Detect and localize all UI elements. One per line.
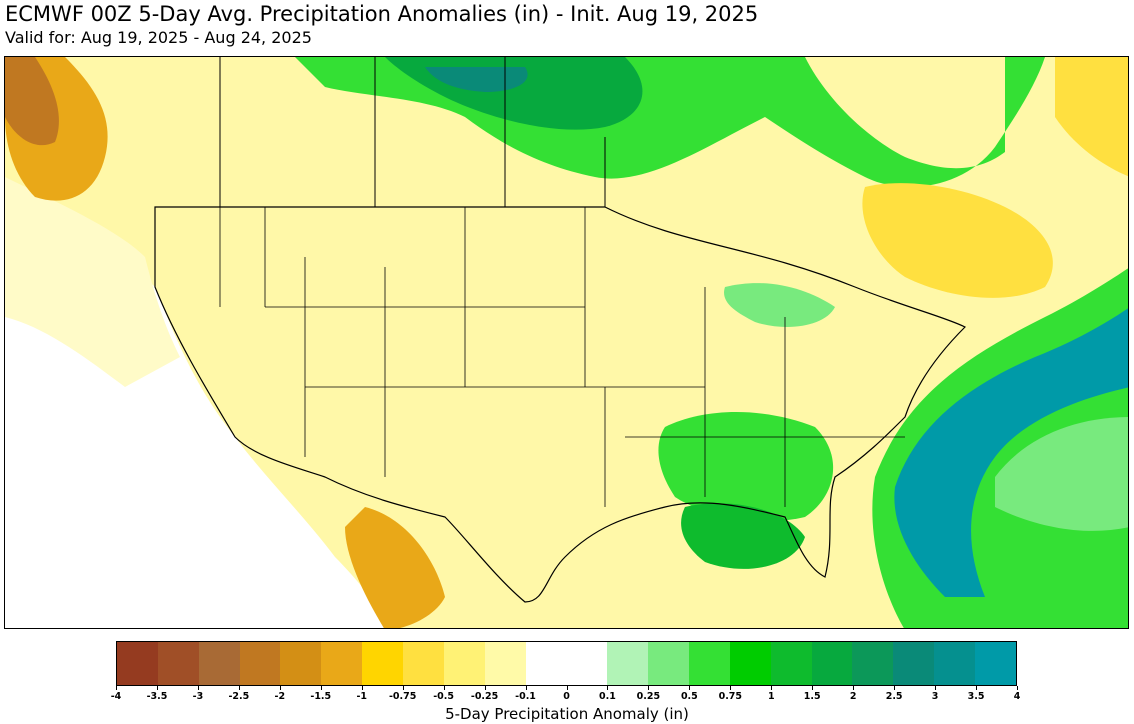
colorbar-cell [117,642,158,685]
colorbar-cell [239,642,281,685]
colorbar-tick-label: 3 [931,691,939,702]
colorbar-cell [852,642,894,685]
colorbar-tick-label: -0.25 [470,691,499,702]
state-borders [219,207,905,507]
colorbar-tick-mark [771,686,773,690]
colorbar-cell [403,642,444,685]
colorbar-tick-mark [525,686,527,690]
colorbar-ticks: -4 -3.5 -3 -2.5 -2 -1.5 -1 -0.75 -0.5 -0.25 -0.1 0 0… [111,686,1020,706]
colorbar-cell [729,642,771,685]
colorbar-tick-label: 3.5 [967,691,985,702]
colorbar-tick-label: -3 [192,691,204,702]
colorbar-cell [157,642,199,685]
colorbar-tick-label: 0.75 [718,691,743,702]
colorbar-tick-label: 0 [563,691,570,702]
colorbar-tick-mark [894,686,896,690]
colorbar-tick-label: 2 [849,691,857,702]
conus-outline [154,206,967,603]
colorbar-tick-mark [116,686,117,690]
colorbar-cell [648,642,690,685]
colorbar-cell [770,642,812,685]
colorbar-tick-mark [689,686,691,690]
province-border [219,57,606,207]
colorbar-tick-mark [197,686,199,690]
colorbar-tick-mark [1017,686,1018,690]
canada-core-wet [425,67,528,92]
gulf-wet-anomaly [681,503,805,569]
mexico-dry-anomaly [345,507,445,628]
colorbar-cell [975,642,1016,685]
colorbar-tick-mark [320,686,322,690]
colorbar-tick-mark [361,686,363,690]
colorbar-tick-label: -1 [356,691,367,702]
colorbar-cell [525,642,567,685]
colorbar-cell [934,642,976,685]
colorbar-tick-mark [853,686,855,690]
colorbar-cell [484,642,526,685]
colorbar-cell [607,642,649,685]
colorbar-cell [321,642,363,685]
eastern-canada-dry [862,183,1053,298]
colorbar-tick-label: 0.1 [599,691,616,702]
colorbar-tick-label: -0.75 [388,691,417,702]
colorbar-tick-mark [484,686,486,690]
colorbar-tick-label: -0.1 [515,691,536,702]
colorbar-tick-mark [976,686,978,690]
northeast-canada-dry [1055,57,1128,177]
colorbar-cell [811,642,853,685]
map-subtitle: Valid for: Aug 19, 2025 - Aug 24, 2025 [5,28,312,47]
colorbar-tick-mark [730,686,732,690]
colorbar-tick-mark [935,686,937,690]
great-lakes-wet [724,283,835,327]
colorbar-tick-mark [648,686,650,690]
colorbar-cell [362,642,404,685]
map-title: ECMWF 00Z 5-Day Avg. Precipitation Anoma… [5,2,759,26]
colorbar-cell [893,642,935,685]
colorbar-tick-mark [607,686,609,690]
colorbar-tick-label: -3.5 [146,691,168,702]
atlantic-ocean-anomaly [894,308,1128,597]
colorbar-tick-mark [443,686,445,690]
colorbar-tick-label: 4 [1013,691,1021,702]
colorbar-tick-label: 0.5 [680,691,698,702]
colorbar-tick-label: 2.5 [885,691,903,702]
colorbar-tick-mark [156,686,158,690]
colorbar-cell [280,642,322,685]
atlantic-secondary-wet [995,417,1128,531]
northwest-strong-dry [5,57,59,146]
colorbar-tick-label: 1.5 [803,691,821,702]
colorbar-tick-label: -2 [274,691,286,702]
colorbar-cell [689,642,730,685]
colorbar-label: 5-Day Precipitation Anomaly (in) [445,705,689,723]
colorbar-cell [566,642,608,685]
colorbar-tick-label: -0.5 [433,691,455,702]
pacific-light-band [5,177,180,387]
colorbar-tick-mark [566,686,568,690]
colorbar-tick-mark [238,686,240,690]
colorbar-tick-label: -1.5 [310,691,332,702]
colorbar-tick-label: 1 [767,691,775,702]
colorbar-tick-mark [279,686,281,690]
colorbar-tick-mark [812,686,814,690]
colorbar-tick-mark [402,686,404,690]
colorbar-tick-label: -4 [110,691,122,702]
colorbar [116,641,1017,686]
colorbar-cell [443,642,485,685]
precipitation-anomaly-map [4,56,1129,629]
colorbar-cell [198,642,240,685]
colorbar-tick-label: 0.25 [636,691,661,702]
colorbar-tick-label: -2.5 [228,691,250,702]
southeast-wet-anomaly [658,412,834,521]
